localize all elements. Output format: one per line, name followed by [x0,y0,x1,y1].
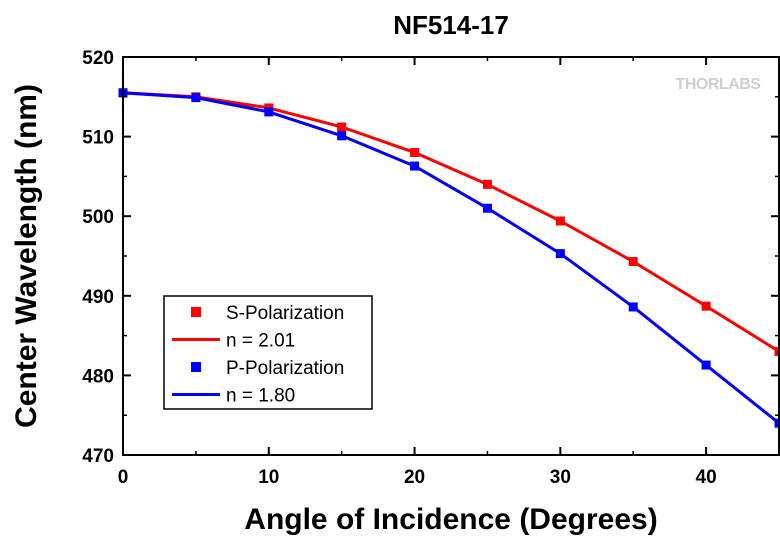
legend-label: n = 2.01 [226,331,295,352]
series-line-3 [122,91,780,425]
thorlabs-logo-text: THORLABS [676,76,762,93]
y-tick-label: 520 [82,48,114,69]
chart-title: NF514-17 [393,10,509,40]
y-tick-label: 500 [82,207,114,228]
data-point-0 [482,179,492,189]
data-point-0 [774,347,780,357]
data-point-0 [410,148,420,158]
data-point-2 [191,93,201,103]
y-tick-label: 470 [82,446,114,467]
data-point-0 [337,122,347,132]
x-tick-label: 30 [550,467,571,488]
data-point-2 [555,249,565,259]
legend-label: S-Polarization [226,303,344,324]
data-point-2 [774,418,780,428]
legend: S-Polarization n = 2.01 P-Polarization n = … [163,295,373,410]
data-point-2 [264,107,274,117]
y-axis: 470 480 490 500 510 520 [82,48,779,467]
x-axis-label: Angle of Incidence (Degrees) [244,503,657,536]
thorlabs-logo: THORLABS [668,70,768,96]
series-line-1 [122,91,780,353]
x-tick-label: 20 [404,467,425,488]
legend-label: n = 1.80 [226,386,295,407]
data-point-2 [628,302,638,312]
data-point-0 [701,301,711,311]
y-tick-label: 510 [82,128,114,149]
x-tick-label: 10 [258,467,279,488]
x-axis: 0 10 20 30 40 [118,57,780,488]
legend-marker-swatch [191,362,201,372]
x-tick-label: 0 [118,467,129,488]
plot-lines [122,91,780,425]
data-point-2 [701,360,711,370]
data-point-2 [410,161,420,171]
y-tick-label: 490 [82,287,114,308]
data-point-0 [628,257,638,267]
legend-marker-swatch [191,307,201,317]
legend-label: P-Polarization [226,358,344,379]
y-tick-label: 480 [82,366,114,387]
data-point-2 [337,131,347,141]
data-point-2 [482,203,492,213]
y-axis-label: Center Wavelength (nm) [10,84,43,428]
data-point-0 [555,216,565,226]
x-tick-label: 40 [696,467,717,488]
